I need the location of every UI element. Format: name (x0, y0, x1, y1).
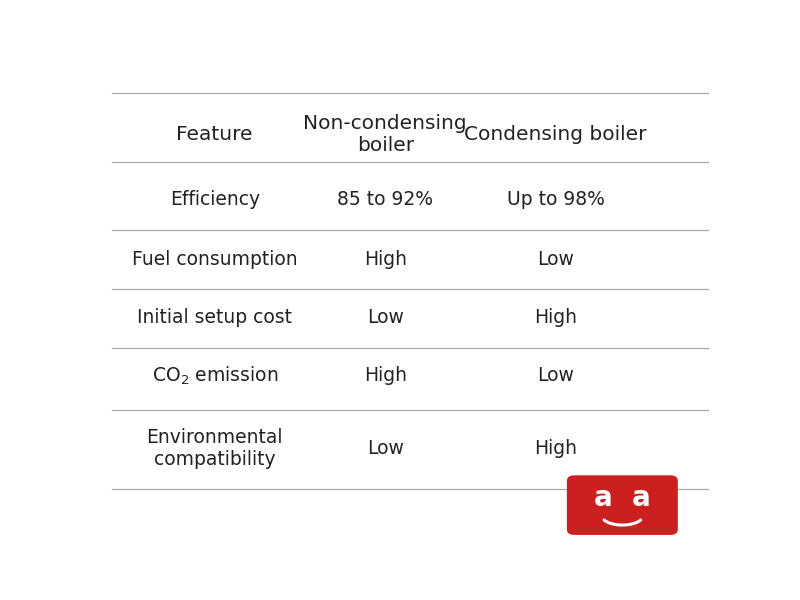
Text: High: High (364, 250, 406, 269)
Text: Feature: Feature (177, 125, 253, 144)
Text: High: High (364, 367, 406, 385)
Text: 85 to 92%: 85 to 92% (338, 190, 434, 209)
FancyBboxPatch shape (567, 475, 678, 535)
Text: Low: Low (538, 367, 574, 385)
Text: High: High (534, 439, 578, 458)
Text: Initial setup cost: Initial setup cost (138, 308, 292, 327)
Text: Low: Low (366, 308, 404, 327)
Text: Non-condensing
boiler: Non-condensing boiler (303, 114, 467, 155)
Text: a  a: a a (594, 484, 650, 512)
Text: CO$_2$ emission: CO$_2$ emission (151, 365, 278, 387)
Text: Low: Low (538, 250, 574, 269)
Text: Environmental
compatibility: Environmental compatibility (146, 428, 283, 469)
Text: Low: Low (366, 439, 404, 458)
Text: Up to 98%: Up to 98% (506, 190, 605, 209)
Text: Condensing boiler: Condensing boiler (465, 125, 647, 144)
Text: Efficiency: Efficiency (170, 190, 260, 209)
Text: Fuel consumption: Fuel consumption (132, 250, 298, 269)
Text: High: High (534, 308, 578, 327)
